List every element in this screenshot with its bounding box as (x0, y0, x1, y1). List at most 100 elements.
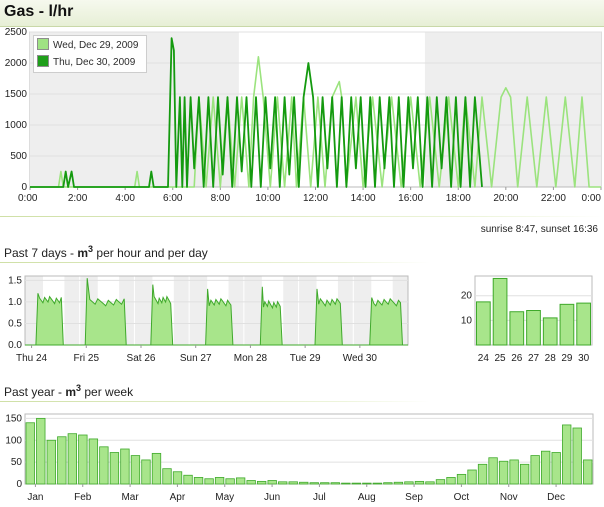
x-tick-label: Jul (313, 492, 326, 503)
y-tick-label: 150 (5, 413, 22, 424)
x-tick-label: Fri 25 (73, 353, 99, 364)
weekly-bar (393, 481, 404, 485)
night-band (283, 276, 299, 345)
weekly-bar (320, 482, 330, 485)
x-tick-label: Aug (358, 492, 376, 503)
divider-top (0, 216, 604, 217)
night-band (189, 276, 208, 345)
y-tick-label: 50 (11, 457, 23, 468)
legend-item-wed[interactable]: Wed, Dec 29, 2009 (37, 38, 138, 52)
night-band (134, 276, 153, 345)
night-band (299, 276, 317, 345)
weekly-bar (162, 468, 172, 485)
sun-info: sunrise 8:47, sunset 16:36 (480, 224, 598, 235)
daily-total-bar (526, 310, 541, 346)
legend-swatch-thu (37, 55, 49, 67)
weekly-bar (36, 417, 46, 485)
x-tick-label: Mar (121, 492, 139, 503)
weekly-bar (551, 452, 561, 485)
night-band (244, 276, 262, 345)
week-suffix: per hour and per day (93, 246, 208, 260)
year-unit: m (65, 385, 77, 399)
weekly-bar (151, 452, 162, 485)
weekly-bar (257, 480, 267, 485)
x-tick-label: 28 (545, 353, 557, 364)
x-tick-label: 6:00 (163, 193, 183, 204)
night-band (353, 276, 372, 345)
week-prefix: Past 7 days - (4, 246, 78, 260)
page-header: Gas - l/hr (0, 0, 604, 27)
weekly-bar (246, 480, 256, 485)
weekly-bar (541, 450, 551, 485)
divider-year (0, 401, 430, 402)
x-tick-label: 16:00 (398, 193, 423, 204)
x-tick-label: 2:00 (68, 193, 88, 204)
x-tick-label: Sat 26 (127, 353, 156, 364)
x-tick-label: Jan (27, 492, 43, 503)
year-section-title: Past year - m3 per week (4, 383, 133, 399)
weekly-bar (67, 433, 77, 485)
x-tick-label: Sep (405, 492, 423, 503)
y-tick-label: 2500 (5, 27, 28, 38)
weekly-bar (572, 427, 582, 485)
weekly-bar (130, 455, 141, 485)
y-tick-label: 500 (10, 151, 27, 162)
weekly-bar (25, 422, 35, 485)
weekly-bar (109, 452, 120, 485)
weekly-bar (467, 469, 477, 485)
y-tick-label: 20 (461, 291, 473, 302)
weekly-bar (141, 459, 151, 485)
x-tick-label: 10:00 (255, 193, 280, 204)
weekly-bar (498, 460, 509, 485)
divider-week (0, 262, 430, 263)
x-tick-label: 8:00 (211, 193, 231, 204)
x-tick-label: Oct (454, 492, 470, 503)
y-tick-label: 1.0 (8, 297, 22, 308)
x-tick-label: 0:00 (582, 193, 602, 204)
weekly-bar (562, 424, 572, 485)
chart-legend: Wed, Dec 29, 2009 Thu, Dec 30, 2009 (33, 35, 147, 73)
weekly-bar (204, 478, 214, 485)
daily-total-bar (492, 277, 508, 346)
weekly-bar (330, 482, 340, 485)
year-unit-sup: 3 (76, 383, 82, 393)
legend-item-thu[interactable]: Thu, Dec 30, 2009 (37, 55, 135, 69)
weekly-bar (404, 481, 414, 485)
x-tick-label: Jun (264, 492, 280, 503)
week-unit-sup: 3 (88, 244, 94, 254)
weekly-bar (372, 482, 383, 485)
legend-label-wed: Wed, Dec 29, 2009 (53, 40, 139, 51)
daily-total-bar (509, 311, 525, 346)
legend-swatch-wed (37, 38, 49, 50)
x-tick-label: 29 (561, 353, 573, 364)
weekly-bar (235, 477, 246, 485)
week-section-title: Past 7 days - m3 per hour and per day (4, 244, 208, 260)
weekly-bar (78, 434, 88, 485)
weekly-bar (383, 482, 393, 485)
x-tick-label: 22:00 (541, 193, 566, 204)
x-tick-label: 14:00 (351, 193, 376, 204)
daily-total-bar (559, 303, 575, 346)
weekly-bar (509, 459, 519, 485)
weekly-bar (225, 478, 235, 485)
y-tick-label: 10 (461, 315, 473, 326)
weekly-bar (288, 481, 298, 485)
x-tick-label: 24 (478, 353, 490, 364)
y-tick-label: 0 (21, 182, 27, 193)
x-tick-label: Nov (500, 492, 518, 503)
legend-label-thu: Thu, Dec 30, 2009 (53, 57, 136, 68)
hourly-usage-area (25, 278, 408, 346)
night-band (173, 276, 189, 345)
x-tick-label: 26 (511, 353, 523, 364)
daily-total-bar (476, 301, 491, 346)
weekly-bar (341, 482, 351, 485)
weekly-bar (267, 480, 277, 485)
x-tick-label: Tue 29 (290, 353, 321, 364)
x-tick-label: Feb (74, 492, 92, 503)
weekly-bar (583, 459, 593, 485)
weekly-bar (414, 480, 425, 485)
weekly-bar (435, 479, 446, 485)
y-tick-label: 1.5 (8, 275, 22, 286)
weekly-bar (299, 481, 309, 485)
y-tick-label: 1500 (5, 89, 28, 100)
